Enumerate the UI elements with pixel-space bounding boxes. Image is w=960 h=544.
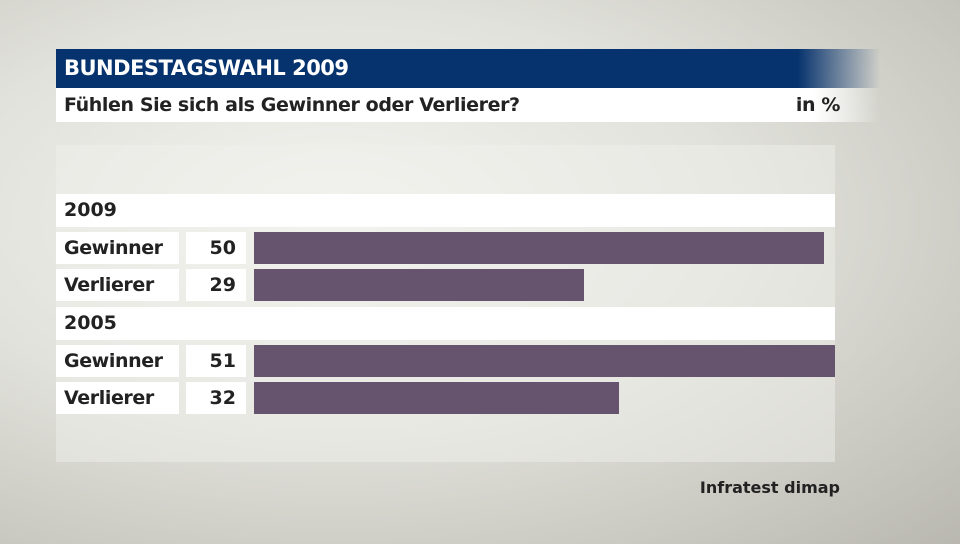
chart-subtitle: Fühlen Sie sich als Gewinner oder Verlie… xyxy=(56,88,880,122)
subtitle-text: Fühlen Sie sich als Gewinner oder Verlie… xyxy=(64,94,520,116)
chart-title: BUNDESTAGSWAHL 2009 xyxy=(56,49,880,88)
chart-panel xyxy=(56,145,835,462)
data-label: 51 xyxy=(186,345,246,377)
group-label: 2009 xyxy=(56,194,835,227)
category-label: Gewinner xyxy=(56,232,179,264)
group-label: 2005 xyxy=(56,307,835,340)
data-label: 29 xyxy=(186,269,246,301)
category-label: Verlierer xyxy=(56,382,179,414)
bar-2009-verlierer xyxy=(254,269,585,301)
bar-2009-gewinner xyxy=(254,232,824,264)
data-label: 32 xyxy=(186,382,246,414)
bar-2005-verlierer xyxy=(254,382,619,414)
bar-2005-gewinner xyxy=(254,345,835,377)
unit-label: in % xyxy=(795,94,840,116)
category-label: Gewinner xyxy=(56,345,179,377)
source-label: Infratest dimap xyxy=(699,478,840,497)
category-label: Verlierer xyxy=(56,269,179,301)
data-label: 50 xyxy=(186,232,246,264)
